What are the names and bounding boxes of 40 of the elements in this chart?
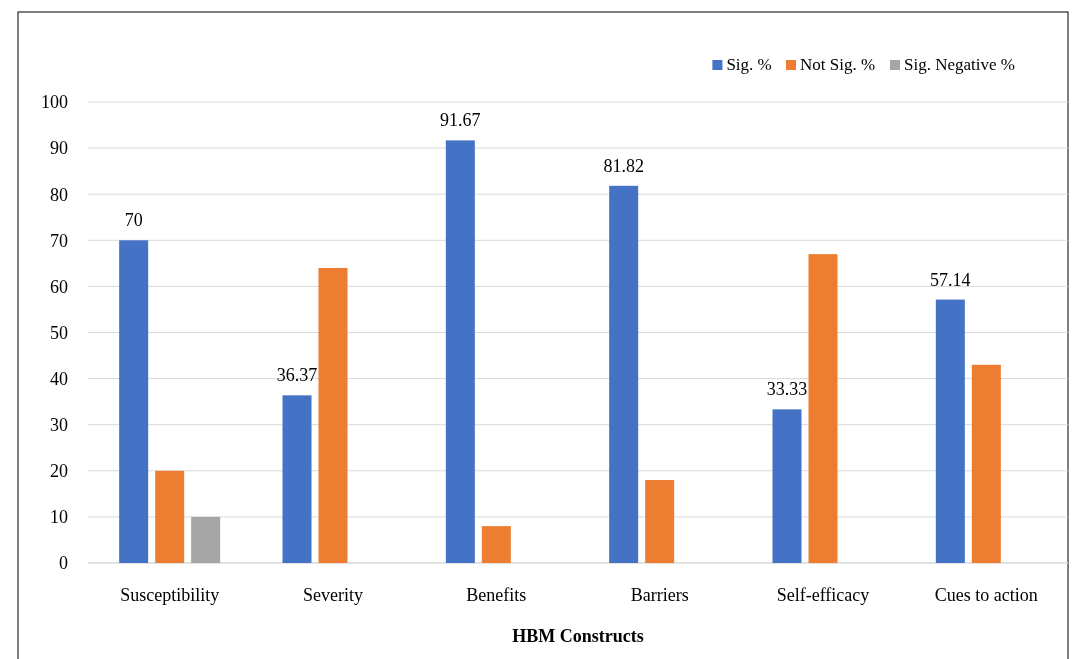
x-tick-label: Benefits [466, 585, 527, 605]
y-tick-label: 10 [50, 507, 68, 528]
bar [772, 409, 802, 563]
bar [119, 240, 149, 563]
data-label: 70 [124, 210, 143, 231]
y-tick-label: 60 [50, 276, 68, 297]
y-tick-label: 0 [59, 553, 68, 574]
y-tick-label: 30 [50, 415, 68, 435]
legend-label: Sig. Negative % [904, 55, 1015, 74]
bar [971, 364, 1001, 563]
x-tick-label: Cues to action [934, 585, 1038, 605]
y-tick-label: 50 [50, 322, 68, 343]
bar [445, 140, 475, 563]
y-tick-label: 80 [50, 184, 68, 205]
y-tick-label: 90 [50, 138, 68, 159]
y-tick-label: 70 [50, 230, 68, 251]
x-tick-label: Self-efficacy [776, 585, 870, 605]
x-tick-label: Severity [303, 585, 363, 605]
y-tick-label: 40 [50, 368, 68, 389]
bar [808, 254, 838, 563]
data-label: 57.14 [930, 269, 971, 290]
bar [645, 480, 675, 563]
bar [935, 299, 965, 563]
data-label: 33.33 [766, 379, 808, 400]
y-tick-label: 100 [41, 92, 68, 113]
bar [481, 526, 511, 563]
x-tick-label: Susceptibility [120, 585, 220, 605]
bar [155, 470, 185, 563]
data-label: 91.67 [440, 110, 481, 131]
bar [609, 185, 639, 563]
x-axis-title: HBM Constructs [512, 626, 644, 646]
data-label: 36.37 [276, 365, 318, 386]
data-label: 81.82 [603, 155, 644, 176]
bar [282, 395, 312, 563]
x-tick-label: Barriers [630, 585, 689, 605]
bar [318, 267, 348, 563]
y-tick-label: 20 [50, 461, 68, 482]
bar [191, 516, 221, 563]
legend-label: Not Sig. % [800, 55, 876, 74]
legend-label: Sig. % [726, 55, 772, 74]
